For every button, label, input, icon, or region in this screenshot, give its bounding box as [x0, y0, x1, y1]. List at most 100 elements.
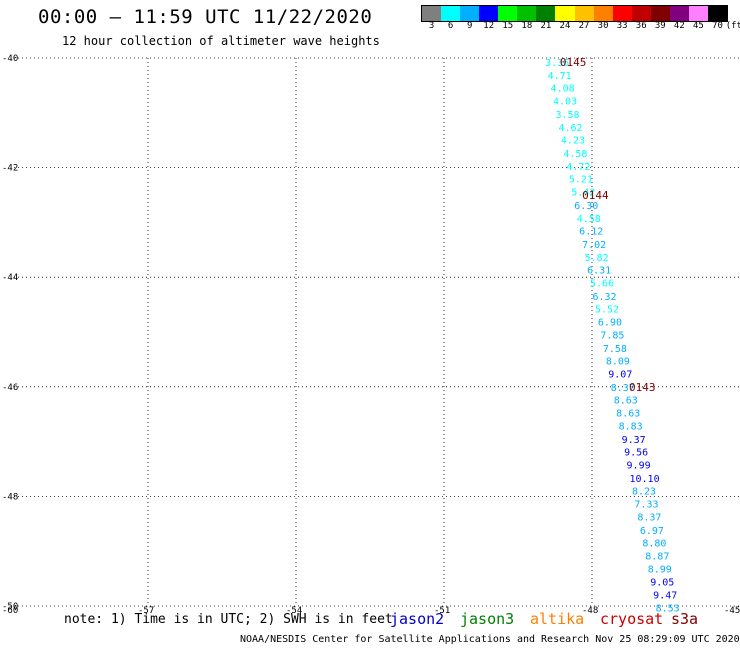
wave-height-label: 8.23 — [632, 486, 656, 497]
credit-footer: NOAA/NESDIS Center for Satellite Applica… — [240, 634, 740, 645]
lon-tick-label: -48 — [582, 606, 598, 616]
wave-height-label: 4.58 — [563, 149, 587, 160]
wave-height-label: 5.66 — [590, 279, 614, 290]
wave-height-label: 7.02 — [582, 240, 606, 251]
wave-height-label: 9.05 — [650, 577, 674, 588]
wave-height-label: 6.31 — [587, 266, 611, 277]
wave-height-label: 7.58 — [603, 344, 627, 355]
color-scale-label: 42 — [673, 21, 685, 31]
lat-tick-label: -42 — [2, 164, 18, 174]
wave-height-label: 9.56 — [624, 447, 648, 458]
satellite-legend-altika: altika — [530, 610, 585, 628]
color-scale-cell — [441, 6, 461, 21]
satellite-legend-cryosat: cryosat — [600, 610, 664, 628]
color-scale-bar — [421, 5, 728, 22]
color-scale-cell — [498, 6, 518, 21]
wave-height-label: 9.47 — [653, 590, 677, 601]
color-scale-label: 3 — [428, 21, 435, 31]
wave-height-label: 8.37 — [637, 513, 661, 524]
color-scale-cell — [650, 6, 670, 21]
wave-height-label: 6.32 — [592, 292, 616, 303]
wave-height-label: 4.03 — [553, 97, 577, 108]
color-scale-label: 27 — [578, 21, 590, 31]
satellite-legend-jason2: jason2 — [390, 610, 445, 628]
wave-height-label: 5.52 — [595, 304, 619, 315]
color-scale-cell — [707, 6, 727, 21]
pass-id-label: 0144 — [582, 189, 609, 202]
pass-id-label: 0145 — [560, 56, 587, 69]
lon-tick-label: -60 — [2, 606, 18, 616]
wave-height-label: 8.37 — [611, 383, 635, 394]
color-scale-label: 21 — [540, 21, 552, 31]
wave-height-label: 10.10 — [629, 474, 659, 485]
color-scale-label: 30 — [597, 21, 609, 31]
color-scale-label: 45 — [692, 21, 704, 31]
wave-height-label: 4.72 — [566, 162, 590, 173]
page-title: 00:00 – 11:59 UTC 11/22/2020 — [38, 6, 373, 28]
wave-height-label: 6.97 — [640, 526, 664, 537]
color-scale-cell — [593, 6, 613, 21]
wave-height-label: 9.37 — [622, 435, 646, 446]
color-scale-cell — [688, 6, 708, 21]
lat-tick-label: -50 — [2, 602, 18, 612]
color-scale-cell — [669, 6, 689, 21]
color-scale-label: 36 — [635, 21, 647, 31]
color-scale-cell — [631, 6, 651, 21]
wave-height-label: 8.53 — [656, 604, 680, 615]
wave-height-label: 8.09 — [606, 356, 630, 367]
wave-height-label: 8.87 — [645, 552, 669, 563]
wave-height-label: 3.58 — [555, 110, 579, 121]
color-scale-label: 24 — [559, 21, 571, 31]
color-scale-label: 9 — [466, 21, 473, 31]
color-scale-cell — [479, 6, 499, 21]
wave-height-label: 4.08 — [551, 84, 575, 95]
color-scale-cell — [612, 6, 632, 21]
wave-height-label: 4.62 — [558, 123, 582, 134]
wave-height-label: 8.83 — [619, 422, 643, 433]
lon-tick-label: -57 — [138, 606, 154, 616]
wave-height-label: 6.12 — [579, 227, 603, 238]
satellite-legend-jason3: jason3 — [460, 610, 515, 628]
wave-height-label: 6.90 — [598, 318, 622, 329]
wave-height-label: 4.23 — [561, 136, 585, 147]
color-scale-cell — [517, 6, 537, 21]
lat-tick-label: -46 — [2, 383, 18, 393]
lon-tick-label: -51 — [434, 606, 450, 616]
wave-height-label: 8.63 — [616, 409, 640, 420]
wave-height-label: 4.58 — [577, 214, 601, 225]
wave-height-label: 6.30 — [574, 201, 598, 212]
wave-height-label: 5.21 — [569, 175, 593, 186]
lat-tick-label: -44 — [2, 273, 18, 283]
lon-tick-label: -45 — [724, 606, 740, 616]
color-scale-label: 6 — [447, 21, 454, 31]
wave-height-label: 7.85 — [600, 331, 624, 342]
satellite-legend-s3a: s3a — [671, 610, 699, 628]
page-subtitle: 12 hour collection of altimeter wave hei… — [62, 34, 380, 48]
wave-height-label: 7.33 — [634, 500, 658, 511]
wave-height-label: 3.36 — [545, 58, 569, 69]
color-scale-cell — [422, 6, 442, 21]
color-scale-label: (ft) — [725, 21, 740, 31]
wave-height-label: 8.63 — [614, 395, 638, 406]
lat-tick-label: -40 — [2, 54, 18, 64]
wave-height-label: 4.71 — [548, 71, 572, 82]
wave-height-label: 9.07 — [608, 370, 632, 381]
wave-height-label: 8.80 — [642, 538, 666, 549]
wave-height-label: 5.82 — [585, 253, 609, 264]
color-scale-label: 15 — [502, 21, 514, 31]
color-scale-label: 12 — [483, 21, 495, 31]
lat-tick-label: -48 — [2, 492, 18, 502]
color-scale-cell — [460, 6, 480, 21]
color-scale-label: 33 — [616, 21, 628, 31]
color-scale-cell — [555, 6, 575, 21]
wave-height-label: 9.99 — [627, 461, 651, 472]
color-scale-label: 18 — [521, 21, 533, 31]
lon-tick-label: -54 — [286, 606, 302, 616]
color-scale-label: 39 — [654, 21, 666, 31]
wave-height-label: 5.42 — [571, 188, 595, 199]
wave-height-label: 8.99 — [648, 565, 672, 576]
color-scale-label: 70 — [712, 21, 723, 31]
note-text: note: 1) Time is in UTC; 2) SWH is in fe… — [64, 612, 393, 627]
